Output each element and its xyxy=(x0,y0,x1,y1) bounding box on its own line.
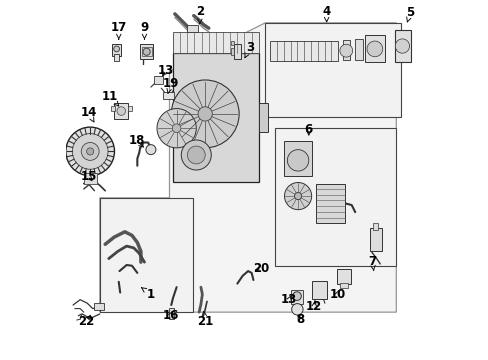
Circle shape xyxy=(339,44,352,57)
Text: 18: 18 xyxy=(128,134,144,147)
Bar xyxy=(112,44,121,56)
Circle shape xyxy=(81,143,99,160)
Circle shape xyxy=(171,80,239,148)
Circle shape xyxy=(187,146,205,164)
Bar xyxy=(187,24,198,32)
Circle shape xyxy=(172,124,181,132)
Bar xyxy=(274,128,395,266)
Bar xyxy=(154,76,163,84)
Text: 9: 9 xyxy=(140,21,148,39)
Text: 20: 20 xyxy=(253,262,269,275)
Circle shape xyxy=(66,127,114,176)
Text: 3: 3 xyxy=(244,41,253,58)
Bar xyxy=(264,23,400,117)
Circle shape xyxy=(114,46,119,52)
Text: 13: 13 xyxy=(281,293,297,306)
Bar xyxy=(270,41,337,61)
Bar xyxy=(110,106,115,111)
Text: 22: 22 xyxy=(78,315,95,328)
Bar xyxy=(365,35,384,62)
Bar xyxy=(168,308,174,319)
Circle shape xyxy=(145,145,156,155)
Bar xyxy=(94,303,104,310)
Circle shape xyxy=(72,134,108,169)
Bar xyxy=(369,228,381,251)
Text: 16: 16 xyxy=(162,309,179,322)
Bar xyxy=(258,103,267,132)
Bar xyxy=(127,106,132,111)
Text: 8: 8 xyxy=(296,313,304,326)
Bar xyxy=(83,173,97,184)
Bar xyxy=(290,290,303,304)
Bar xyxy=(140,44,153,59)
Bar xyxy=(315,184,344,223)
Bar xyxy=(173,32,258,53)
Bar xyxy=(142,47,151,57)
Circle shape xyxy=(117,107,125,115)
Bar xyxy=(114,103,128,119)
Bar xyxy=(342,40,349,60)
Bar xyxy=(163,93,173,99)
Circle shape xyxy=(157,109,196,148)
Text: 10: 10 xyxy=(328,288,345,301)
Circle shape xyxy=(294,193,301,200)
Bar xyxy=(336,269,350,284)
Text: 4: 4 xyxy=(322,5,330,22)
Text: 14: 14 xyxy=(80,105,97,122)
Circle shape xyxy=(181,140,211,170)
Circle shape xyxy=(86,148,94,155)
Bar xyxy=(230,48,234,55)
Text: 1: 1 xyxy=(142,288,155,301)
Text: 6: 6 xyxy=(304,123,312,136)
Bar xyxy=(230,41,234,45)
Bar xyxy=(372,223,378,230)
Circle shape xyxy=(394,39,408,53)
Bar xyxy=(233,44,241,59)
Bar xyxy=(312,281,326,298)
Circle shape xyxy=(292,292,301,300)
Bar xyxy=(100,198,192,312)
Text: 2: 2 xyxy=(195,5,203,24)
Text: 15: 15 xyxy=(80,170,97,183)
Text: 17: 17 xyxy=(110,21,126,39)
Text: 13: 13 xyxy=(158,64,174,77)
Bar xyxy=(354,39,363,60)
Bar xyxy=(283,141,312,176)
Circle shape xyxy=(284,183,311,210)
Text: 7: 7 xyxy=(367,255,376,271)
Text: 19: 19 xyxy=(162,77,179,93)
Circle shape xyxy=(291,303,303,315)
Text: 12: 12 xyxy=(305,300,322,313)
Text: 11: 11 xyxy=(101,90,119,106)
Circle shape xyxy=(143,48,150,55)
Bar xyxy=(114,54,119,61)
Text: 21: 21 xyxy=(197,311,213,328)
Bar xyxy=(173,53,258,182)
Polygon shape xyxy=(100,23,395,312)
Bar xyxy=(339,283,348,288)
Circle shape xyxy=(366,41,382,57)
Bar xyxy=(394,30,410,62)
Text: 5: 5 xyxy=(406,6,414,22)
Circle shape xyxy=(287,150,308,171)
Circle shape xyxy=(198,107,212,121)
